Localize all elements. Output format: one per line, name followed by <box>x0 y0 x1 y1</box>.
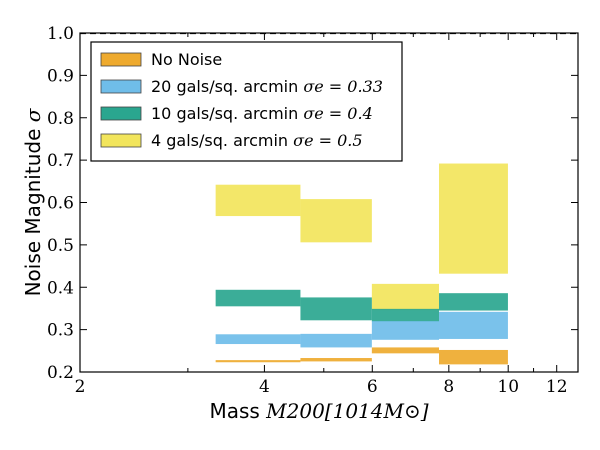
bar-20-gals-sq-arcmin-bin-2 <box>300 333 372 348</box>
bar-no-noise-bin-1 <box>215 360 301 363</box>
y-tick-label: 0.6 <box>47 194 74 214</box>
ticks-layer: 0.2 0.3 0.4 0.5 0.6 0.7 0.8 0.9 1.0 2 4 6 8 10 12 <box>47 24 578 397</box>
bar-no-noise-bin-4 <box>439 349 508 365</box>
x-tick-label: 10 <box>497 377 519 397</box>
y-axis-label-text: Noise Magnitude <box>21 122 45 296</box>
y-tick-label: 0.4 <box>47 278 74 298</box>
legend-label-text: 4 gals/sq. arcmin <box>151 131 293 150</box>
x-tick-label: 8 <box>443 377 454 397</box>
legend-label-text: 20 gals/sq. arcmin <box>151 77 303 96</box>
x-axis-label: Mass M200[1014M⊙] <box>209 399 428 423</box>
legend-label: 4 gals/sq. arcmin σe = 0.5 <box>151 131 363 150</box>
legend-label-math: σe = 0.33 <box>303 77 383 96</box>
legend-swatch <box>100 133 142 148</box>
y-tick-label: 0.2 <box>47 363 74 383</box>
y-tick-label: 0.9 <box>47 66 74 86</box>
bar-4-gals-sq-arcmin-bin-4 <box>439 163 508 274</box>
bar-10-gals-sq-arcmin-bin-3 <box>371 308 440 322</box>
bar-4-gals-sq-arcmin-bin-2 <box>300 199 372 243</box>
bar-20-gals-sq-arcmin-bin-3 <box>371 321 440 340</box>
legend-label: 10 gals/sq. arcmin σe = 0.4 <box>151 104 373 123</box>
x-tick-label: 6 <box>367 377 378 397</box>
bar-10-gals-sq-arcmin-bin-1 <box>215 289 301 307</box>
legend-label-text: 10 gals/sq. arcmin <box>151 104 303 123</box>
y-tick-label: 0.8 <box>47 109 74 129</box>
y-tick-label: 1.0 <box>47 24 74 44</box>
y-tick-label: 0.3 <box>47 321 74 341</box>
legend-label: 20 gals/sq. arcmin σe = 0.33 <box>151 77 383 96</box>
legend-label: No Noise <box>151 50 222 69</box>
x-tick-label: 2 <box>75 377 86 397</box>
legend-swatch <box>100 52 142 67</box>
x-axis-label-math: M200[1014M⊙] <box>265 399 429 423</box>
bars-layer <box>215 163 508 365</box>
bar-10-gals-sq-arcmin-bin-4 <box>439 293 508 311</box>
legend-swatch <box>100 79 142 94</box>
bar-4-gals-sq-arcmin-bin-3 <box>371 283 440 311</box>
y-axis-label: Noise Magnitude σ <box>21 107 45 296</box>
x-tick-label: 4 <box>259 377 270 397</box>
x-tick-label: 12 <box>546 377 568 397</box>
y-axis-label-math: σ <box>21 107 45 122</box>
bar-20-gals-sq-arcmin-bin-1 <box>215 334 301 345</box>
y-tick-label: 0.7 <box>47 151 74 171</box>
x-axis-label-text: Mass <box>209 399 266 423</box>
legend-swatch <box>100 106 142 121</box>
bar-4-gals-sq-arcmin-bin-1 <box>215 184 301 217</box>
y-tick-label: 0.5 <box>47 236 74 256</box>
bar-no-noise-bin-2 <box>300 358 372 362</box>
legend-label-math: σe = 0.4 <box>303 104 372 123</box>
bar-no-noise-bin-3 <box>371 347 440 354</box>
bar-20-gals-sq-arcmin-bin-4 <box>439 311 508 339</box>
bar-10-gals-sq-arcmin-bin-2 <box>300 297 372 321</box>
legend-label-text: No Noise <box>151 50 222 69</box>
legend-box <box>90 41 403 162</box>
legend-label-math: σe = 0.5 <box>293 131 362 150</box>
